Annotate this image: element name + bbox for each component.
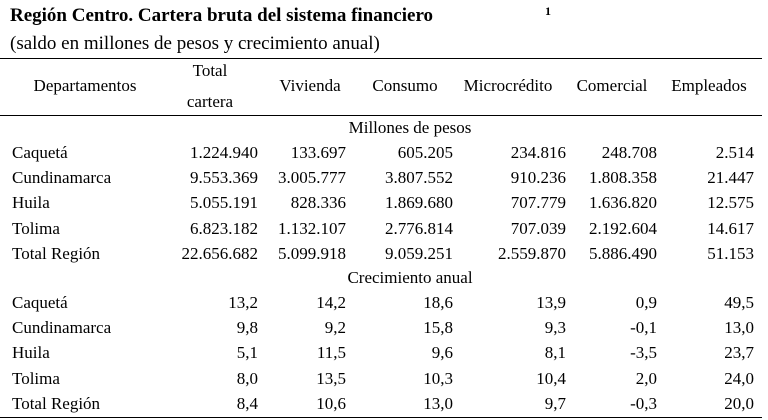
column-header: Total cartera <box>186 61 234 111</box>
cell: 9,3 <box>544 318 566 338</box>
row-label: Total Región <box>12 393 101 413</box>
cell: 8,1 <box>544 343 566 363</box>
rule <box>0 417 762 418</box>
cell: -0,1 <box>630 318 657 338</box>
column-header: Empleados <box>671 76 747 95</box>
cell: 51.153 <box>707 243 754 263</box>
section-label: Crecimiento anual <box>347 268 473 287</box>
cell: 5,1 <box>236 343 258 363</box>
cell: 2.192.604 <box>589 218 657 238</box>
cell: 5.886.490 <box>589 243 657 263</box>
row-label: Cundinamarca <box>12 318 112 338</box>
cell: 9.059.251 <box>385 243 453 263</box>
cell: 10,6 <box>316 393 346 413</box>
cell: 5.099.918 <box>278 243 346 263</box>
cell: 49,5 <box>724 293 754 312</box>
cell: 12.575 <box>707 193 754 213</box>
column-header: Consumo <box>372 76 438 95</box>
row-label: Tolima <box>12 368 60 388</box>
cell: 13,2 <box>228 293 258 312</box>
cell: 10,4 <box>536 368 566 388</box>
row-label: Huila <box>12 193 50 213</box>
cell: 3.807.552 <box>385 168 453 188</box>
title: Región Centro. Cartera bruta del sistema… <box>10 5 434 26</box>
row-label: Total Región <box>12 243 101 263</box>
cell: 9,8 <box>236 318 258 338</box>
cell: 605.205 <box>397 143 453 162</box>
cell: 2.514 <box>715 143 754 162</box>
column-header: Vivienda <box>279 76 341 95</box>
cell: 23,7 <box>724 343 754 363</box>
cell: 14,2 <box>316 293 346 312</box>
cell: 2.559.870 <box>498 243 566 263</box>
cell: 8,0 <box>236 368 258 388</box>
cell: 11,5 <box>316 343 346 363</box>
cell: 133.697 <box>290 143 346 162</box>
column-header: Departamentos <box>33 76 137 95</box>
cell: 15,8 <box>423 318 453 338</box>
cell: 9.553.369 <box>190 168 258 188</box>
cell: 1.224.940 <box>190 143 258 162</box>
cell: 22.656.682 <box>181 243 259 263</box>
title-note: 1 <box>545 4 551 18</box>
cell: 6.823.182 <box>190 218 258 238</box>
cell: 1.808.358 <box>589 168 657 188</box>
cell: 1.636.820 <box>589 193 657 213</box>
cell: 9,2 <box>324 318 346 338</box>
cell: 2.776.814 <box>385 218 453 238</box>
rule <box>0 115 762 116</box>
cell: -0,3 <box>630 393 657 413</box>
cell: 0,9 <box>635 293 657 312</box>
cell: 24,0 <box>724 368 754 388</box>
cell: 13,0 <box>724 318 754 338</box>
column-header: Comercial <box>576 76 648 95</box>
rule <box>0 58 762 59</box>
row-label: Caquetá <box>12 293 68 312</box>
cell: 910.236 <box>510 168 566 188</box>
row-label: Huila <box>12 343 50 363</box>
cell: 21.447 <box>707 168 754 188</box>
column-header: Microcrédito <box>463 76 553 95</box>
cell: 9,6 <box>431 343 453 363</box>
cell: 8,4 <box>236 393 258 413</box>
cell: 10,3 <box>423 368 453 388</box>
cell: 248.708 <box>601 143 657 162</box>
cell: 18,6 <box>423 293 453 312</box>
cell: -3,5 <box>630 343 657 363</box>
cell: 234.816 <box>510 143 566 162</box>
cell: 3.005.777 <box>278 168 346 188</box>
cell: 828.336 <box>290 193 346 213</box>
cell: 13,0 <box>423 393 453 413</box>
section-label: Millones de pesos <box>348 118 472 137</box>
cell: 5.055.191 <box>190 193 258 213</box>
cell: 13,9 <box>536 293 566 312</box>
cell: 1.869.680 <box>385 193 453 213</box>
subtitle: (saldo en millones de pesos y crecimient… <box>10 33 380 54</box>
cell: 1.132.107 <box>278 218 346 238</box>
cell: 14.617 <box>707 218 754 238</box>
cell: 13,5 <box>316 368 346 388</box>
cell: 707.039 <box>510 218 566 238</box>
row-label: Cundinamarca <box>12 168 112 188</box>
cell: 2,0 <box>635 368 657 388</box>
cell: 707.779 <box>510 193 566 213</box>
row-label: Tolima <box>12 218 60 238</box>
cell: 20,0 <box>724 393 754 413</box>
row-label: Caquetá <box>12 143 68 162</box>
cell: 9,7 <box>544 393 566 413</box>
